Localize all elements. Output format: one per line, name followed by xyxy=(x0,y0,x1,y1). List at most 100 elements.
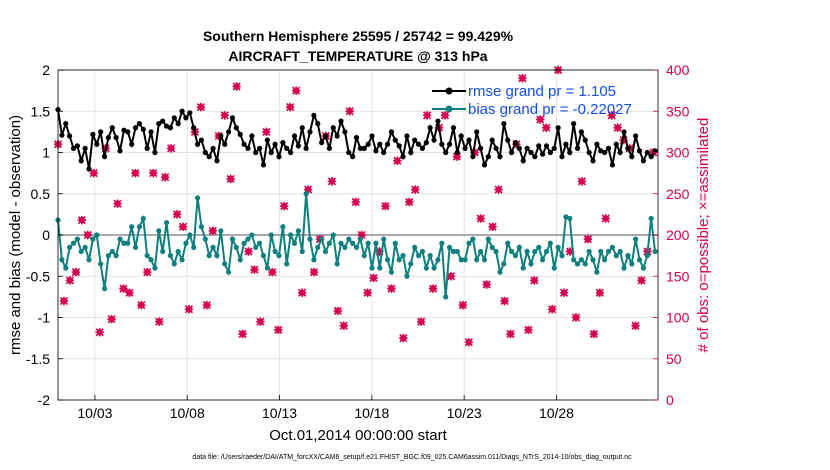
rmse-point xyxy=(140,126,146,132)
y2-axis-label: # of obs: o=possible; ×=assimilated xyxy=(695,118,712,353)
bias-point xyxy=(322,248,329,255)
rmse-point xyxy=(288,149,294,156)
rmse-point xyxy=(338,118,344,124)
bias-point xyxy=(260,253,267,259)
assimilated-marker xyxy=(274,325,283,335)
rmse-point xyxy=(105,135,111,141)
bias-point xyxy=(567,215,573,222)
bias-point xyxy=(59,257,65,263)
possible-marker xyxy=(173,211,181,218)
bias-point xyxy=(586,248,592,255)
bias-point xyxy=(609,244,616,250)
possible-marker xyxy=(441,112,449,119)
possible-marker xyxy=(269,269,276,276)
rmse-point xyxy=(586,149,592,156)
possible-marker xyxy=(560,289,568,296)
bias-point xyxy=(369,265,375,271)
rmse-point xyxy=(427,125,433,131)
rmse-point xyxy=(342,129,348,135)
bias-point xyxy=(547,240,553,246)
rmse-series xyxy=(55,107,658,172)
possible-marker xyxy=(150,170,157,177)
bias-point xyxy=(121,240,127,246)
assimilated-marker xyxy=(77,215,87,225)
rmse-point xyxy=(388,129,395,135)
assimilated-marker xyxy=(95,328,104,337)
assimilated-marker xyxy=(333,306,343,316)
rmse-point xyxy=(629,154,635,160)
bias-point xyxy=(284,261,290,267)
rmse-point xyxy=(346,149,352,156)
bias-point xyxy=(113,253,119,259)
rmse-point xyxy=(129,141,135,147)
bias-point xyxy=(214,253,220,259)
bias-point xyxy=(392,240,398,246)
rmse-point xyxy=(415,141,422,147)
bias-point xyxy=(648,215,654,222)
rmse-point xyxy=(183,115,189,121)
rmse-point xyxy=(423,140,429,146)
assimilated-marker xyxy=(452,152,462,161)
bias-point xyxy=(90,236,96,242)
rmse-point xyxy=(280,140,286,146)
rmse-point xyxy=(404,133,410,139)
rmse-point xyxy=(90,131,96,137)
possible-marker xyxy=(602,215,609,222)
assimilated-marker xyxy=(172,210,182,219)
legend-bias-label: bias grand pr = -0.22027 xyxy=(468,101,632,118)
possible-marker xyxy=(310,269,318,276)
rmse-point xyxy=(555,125,561,131)
possible-marker xyxy=(263,128,270,135)
rmse-point xyxy=(179,108,185,114)
assimilated-marker xyxy=(89,168,98,178)
rmse-point xyxy=(532,154,538,160)
assimilated-marker xyxy=(232,82,241,91)
rmse-point xyxy=(117,148,123,154)
assimilated-marker xyxy=(256,317,265,326)
rmse-point xyxy=(311,112,317,118)
assimilated-marker xyxy=(488,222,497,231)
bias-point xyxy=(202,236,208,242)
assimilated-marker xyxy=(399,333,408,343)
rmse-point xyxy=(156,121,162,127)
rmse-point xyxy=(136,121,143,127)
possible-marker xyxy=(400,335,407,342)
possible-marker xyxy=(531,277,538,284)
bias-point xyxy=(594,269,600,275)
rmse-point xyxy=(563,141,569,147)
data-file-footnote: data file: /Users/raeder/DAI/ATM_forcXX/… xyxy=(192,454,632,461)
rmse-point xyxy=(74,143,80,149)
possible-marker xyxy=(549,306,556,313)
bias-point xyxy=(315,244,321,250)
possible-marker xyxy=(209,227,216,234)
y2-tick-label: 250 xyxy=(666,186,690,202)
possible-marker xyxy=(578,178,586,185)
rmse-point xyxy=(132,125,139,131)
possible-marker xyxy=(275,326,282,333)
y-tick-label: 1 xyxy=(42,145,50,161)
rmse-point xyxy=(171,115,177,121)
possible-marker xyxy=(584,236,591,243)
assimilated-marker xyxy=(387,284,396,293)
rmse-point xyxy=(160,118,166,124)
bias-point xyxy=(439,240,445,246)
legend-bias-marker xyxy=(445,105,453,113)
assimilated-marker xyxy=(262,127,271,137)
rmse-point xyxy=(543,143,550,149)
rmse-point xyxy=(206,154,212,160)
y2-tick-label: 100 xyxy=(666,310,690,326)
possible-marker xyxy=(126,289,133,296)
bias-point xyxy=(477,248,484,255)
possible-marker xyxy=(120,285,127,292)
rmse-point xyxy=(408,149,414,156)
y2-tick-label: 50 xyxy=(666,351,682,367)
rmse-point xyxy=(602,149,608,156)
rmse-point xyxy=(446,141,453,147)
possible-marker xyxy=(525,326,532,333)
rmse-point xyxy=(70,145,77,151)
possible-marker xyxy=(138,302,145,309)
possible-marker xyxy=(638,277,645,284)
assimilated-marker xyxy=(595,288,604,297)
bias-point xyxy=(388,269,395,275)
assimilated-marker xyxy=(446,272,456,281)
